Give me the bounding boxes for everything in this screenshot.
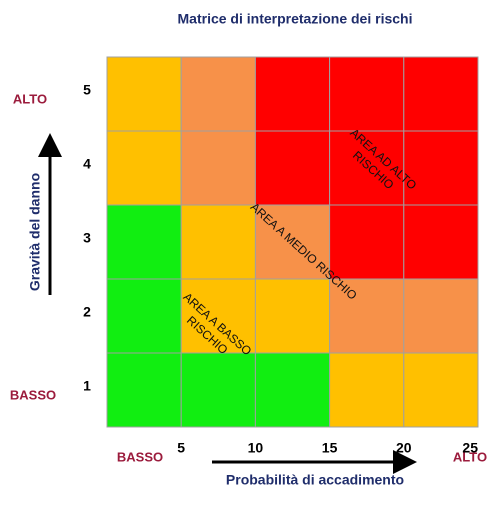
cell bbox=[106, 130, 182, 206]
cell bbox=[329, 56, 405, 132]
cell bbox=[180, 204, 256, 280]
cell bbox=[329, 278, 405, 354]
x-low: BASSO bbox=[117, 449, 163, 464]
cell bbox=[403, 130, 479, 206]
cell bbox=[106, 352, 182, 428]
x-tick: 15 bbox=[322, 440, 338, 456]
y-level: 3 bbox=[83, 230, 91, 246]
y-low: BASSO bbox=[10, 387, 56, 402]
x-axis-label: Probabilità di accadimento bbox=[226, 472, 404, 488]
cell bbox=[403, 56, 479, 132]
cell bbox=[254, 278, 331, 354]
cell bbox=[403, 352, 479, 428]
grid bbox=[106, 56, 479, 428]
cell bbox=[254, 204, 331, 280]
cell bbox=[180, 56, 256, 132]
y-level: 4 bbox=[83, 156, 91, 172]
cell bbox=[180, 352, 256, 428]
cell bbox=[329, 204, 405, 280]
y-axis-label: Gravità del danno bbox=[27, 173, 43, 291]
title: Matrice di interpretazione dei rischi bbox=[178, 11, 413, 27]
x-tick: 10 bbox=[248, 440, 264, 456]
cell bbox=[403, 204, 479, 280]
x-high: ALTO bbox=[453, 449, 487, 464]
cell bbox=[403, 278, 479, 354]
cell bbox=[254, 130, 331, 206]
cell bbox=[180, 130, 256, 206]
cell bbox=[106, 278, 182, 354]
x-tick: 5 bbox=[177, 440, 185, 456]
cell bbox=[254, 352, 331, 428]
cell bbox=[106, 56, 182, 132]
cell bbox=[180, 278, 256, 354]
y-level: 2 bbox=[83, 304, 91, 320]
y-level: 1 bbox=[83, 378, 91, 394]
x-tick: 20 bbox=[396, 440, 412, 456]
cell bbox=[106, 204, 182, 280]
y-high: ALTO bbox=[13, 91, 47, 106]
x-tick: 25 bbox=[462, 440, 478, 456]
cell bbox=[329, 352, 405, 428]
cell bbox=[254, 56, 331, 132]
y-level: 5 bbox=[83, 82, 91, 98]
